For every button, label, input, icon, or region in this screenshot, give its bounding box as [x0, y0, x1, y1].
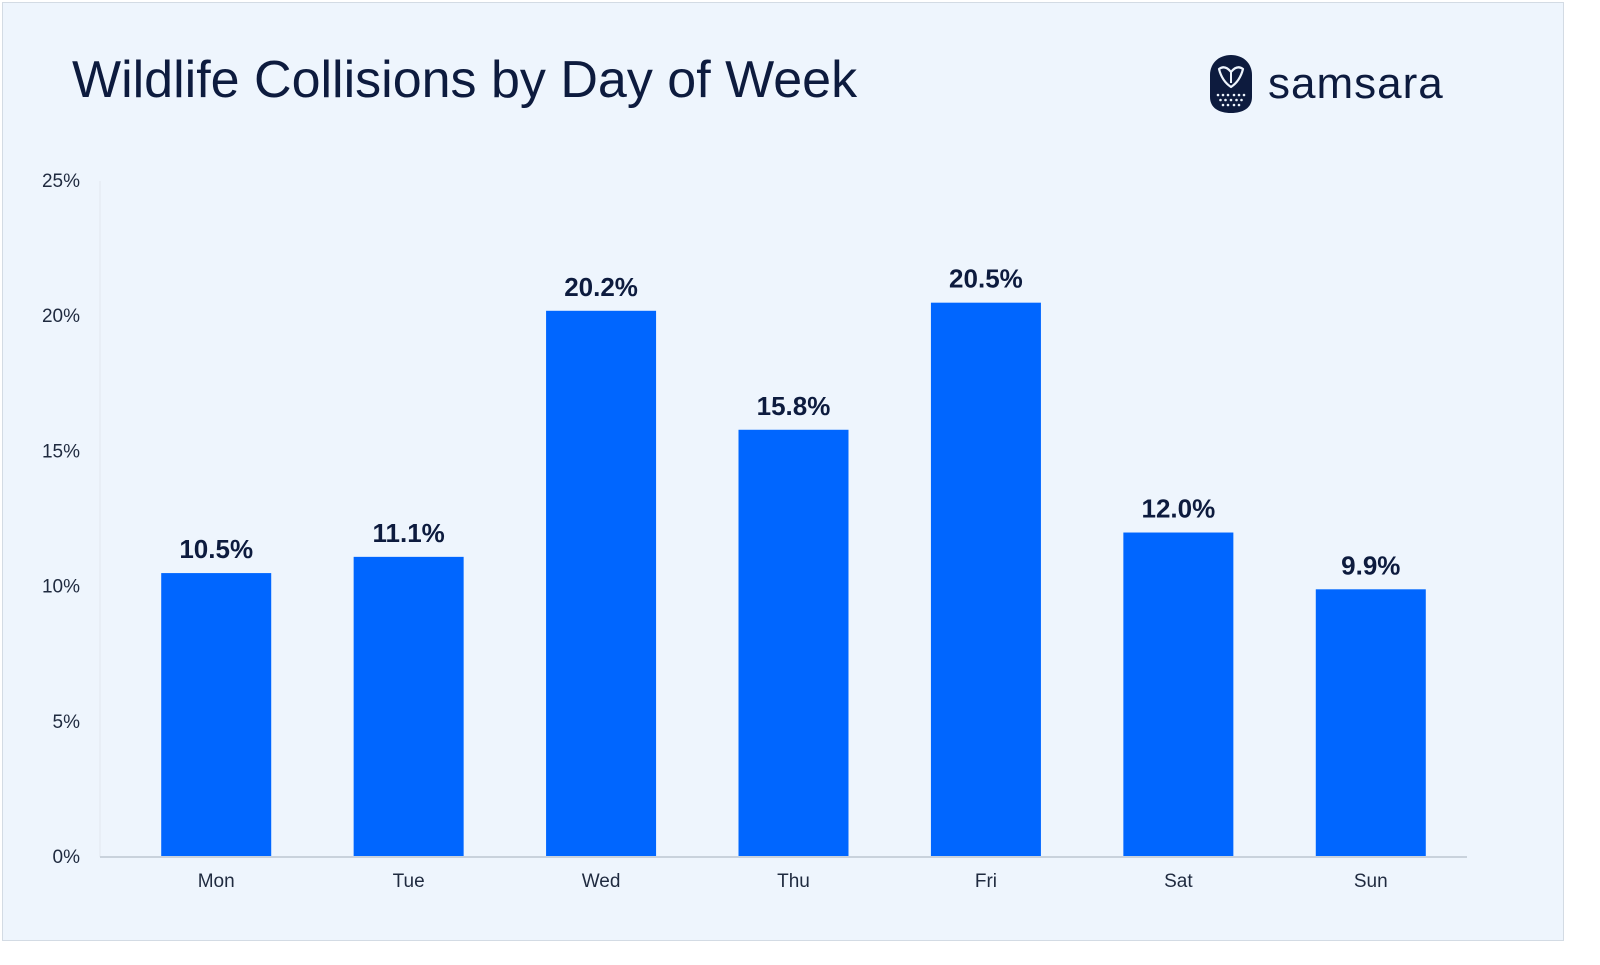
brand-logo: samsara — [1208, 52, 1444, 116]
y-tick-label: 15% — [42, 441, 80, 462]
bar — [1315, 589, 1426, 857]
x-tick-label: Wed — [582, 871, 621, 892]
x-tick-label: Tue — [393, 871, 425, 892]
brand-name: samsara — [1268, 59, 1444, 108]
bar — [930, 302, 1041, 857]
x-tick-label: Fri — [975, 871, 997, 892]
y-tick-label: 5% — [53, 712, 81, 733]
data-label: 20.2% — [564, 272, 638, 302]
data-label: 20.5% — [949, 264, 1023, 294]
bar — [1123, 532, 1234, 857]
bar — [161, 573, 272, 857]
x-tick-label: Sat — [1164, 871, 1193, 892]
data-label: 12.0% — [1141, 494, 1215, 524]
y-tick-label: 25% — [42, 171, 80, 192]
x-tick-label: Mon — [198, 871, 235, 892]
data-label: 15.8% — [757, 391, 831, 421]
data-label: 11.1% — [372, 518, 444, 548]
bar — [353, 556, 464, 857]
data-label: 10.5% — [179, 534, 253, 564]
x-tick-label: Sun — [1354, 871, 1388, 892]
y-tick-label: 0% — [53, 847, 81, 868]
y-tick-label: 20% — [42, 306, 80, 327]
owl-logo-icon — [1210, 55, 1252, 113]
data-label: 9.9% — [1341, 550, 1400, 580]
bar — [738, 429, 849, 857]
chart-title: Wildlife Collisions by Day of Week — [72, 51, 858, 109]
y-tick-label: 10% — [42, 577, 80, 598]
x-tick-label: Thu — [777, 871, 810, 892]
bar — [546, 310, 657, 857]
